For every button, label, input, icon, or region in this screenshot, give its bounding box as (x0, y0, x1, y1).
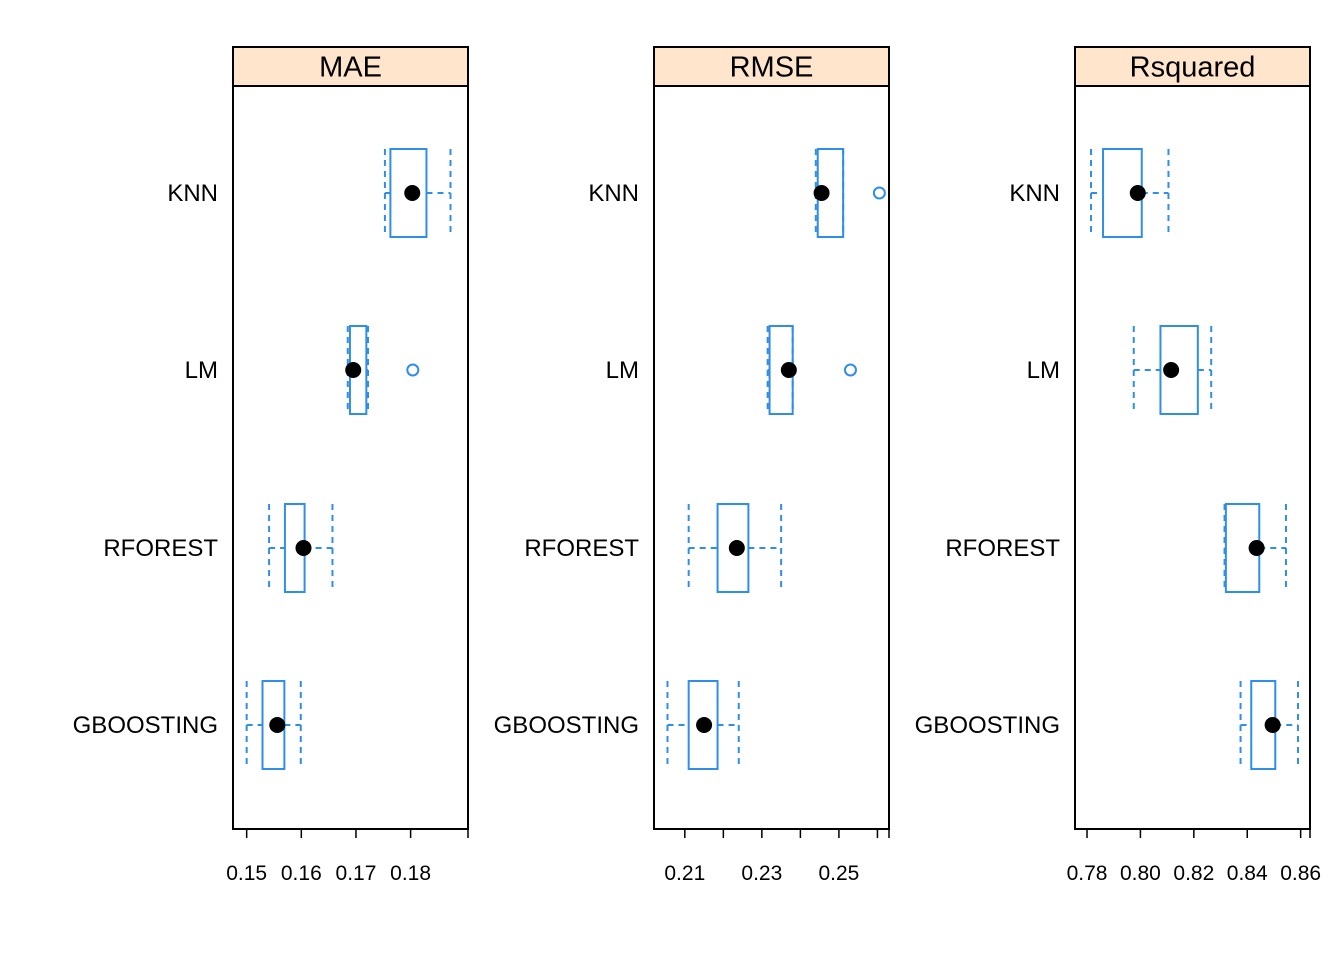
box-lm (345, 325, 420, 415)
iqr-box (1159, 325, 1199, 415)
iqr-box (716, 503, 750, 593)
category-label: RFOREST (945, 535, 1060, 562)
median-point (295, 540, 312, 556)
x-tick-label: 0.16 (281, 862, 322, 885)
box-gboosting (666, 680, 740, 770)
box-rforest (268, 503, 334, 593)
box-gboosting (245, 680, 302, 770)
panel-title: RMSE (730, 52, 814, 84)
category-label: RFOREST (103, 535, 218, 562)
panel-title: Rsquared (1130, 52, 1256, 84)
box-rforest (1223, 503, 1287, 593)
median-point (269, 717, 286, 733)
panel-rmse: RMSE KNN LM RFOREST GBOOSTING 0.21 0.23 0.25 (494, 46, 890, 885)
box-gboosting (1239, 680, 1299, 770)
median-point (345, 362, 362, 378)
iqr-box (687, 680, 719, 770)
panel-rsquared: Rsquared KNN LM RFOREST GBOOSTING 0.78 0.80 0.8… (915, 46, 1321, 885)
panel-mae: MAE KNN LM RFOREST GBOOSTING 0.15 0.16 0.17 0.18 (73, 46, 469, 885)
category-label: LM (1027, 357, 1060, 384)
category-label: GBOOSTING (915, 712, 1060, 739)
outlier-point (843, 363, 857, 377)
x-tick-label: 0.18 (390, 862, 431, 885)
category-label: RFOREST (524, 535, 639, 562)
x-tick-label: 0.84 (1227, 862, 1268, 885)
x-tick-label: 0.17 (336, 862, 377, 885)
box-knn (1090, 148, 1170, 238)
panel-strip (1074, 46, 1311, 87)
box-lm (1132, 325, 1213, 415)
category-label: KNN (167, 180, 218, 207)
median-point (780, 362, 797, 378)
median-point (1163, 362, 1180, 378)
panel-title: MAE (319, 52, 382, 84)
box-rforest (687, 503, 783, 593)
median-point (404, 185, 421, 201)
category-label: KNN (1009, 180, 1060, 207)
box-lm (766, 325, 857, 415)
x-tick-label: 0.86 (1280, 862, 1321, 885)
outlier-point (406, 363, 420, 377)
median-point (696, 717, 713, 733)
category-label: KNN (588, 180, 639, 207)
x-tick-label: 0.25 (818, 862, 859, 885)
box-knn (813, 148, 886, 238)
median-point (1248, 540, 1265, 556)
x-tick-label: 0.15 (226, 862, 267, 885)
median-point (728, 540, 745, 556)
panel-strip (653, 46, 890, 87)
median-point (1264, 717, 1281, 733)
category-label: LM (606, 357, 639, 384)
category-label: GBOOSTING (73, 712, 218, 739)
median-point (813, 185, 830, 201)
x-tick-label: 0.80 (1120, 862, 1161, 885)
box-knn (383, 148, 452, 238)
panel-strip (232, 46, 469, 87)
outlier-point (872, 186, 886, 200)
iqr-box (389, 148, 428, 238)
x-tick-label: 0.23 (741, 862, 782, 885)
x-tick-label: 0.82 (1173, 862, 1214, 885)
panel-frame (232, 85, 469, 830)
x-tick-label: 0.21 (664, 862, 705, 885)
median-point (1129, 185, 1146, 201)
x-tick-label: 0.78 (1067, 862, 1108, 885)
category-label: GBOOSTING (494, 712, 639, 739)
category-label: LM (185, 357, 218, 384)
